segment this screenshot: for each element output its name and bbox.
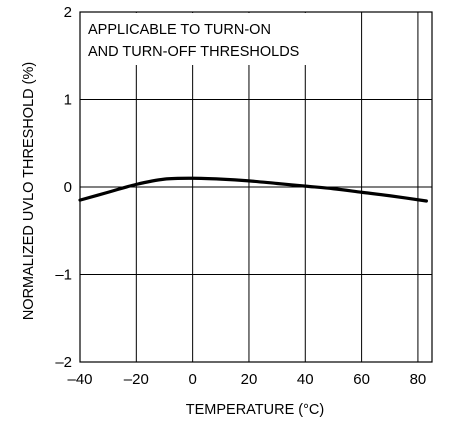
y-tick-labels: –2 –1 0 1 2 [55, 4, 72, 371]
y-tick-label: 1 [64, 92, 72, 109]
annotation-line-1: APPLICABLE TO TURN-ON [88, 22, 271, 38]
grid [80, 12, 432, 362]
y-tick-label: –1 [55, 267, 72, 284]
y-tick-label: 2 [64, 4, 72, 21]
x-tick-labels: –40 –20 0 20 40 60 80 [67, 371, 426, 388]
x-tick-label: –40 [67, 371, 92, 388]
y-tick-label: 0 [64, 179, 72, 196]
x-tick-label: 20 [241, 371, 258, 388]
series-layer [78, 176, 428, 203]
annotation-line-2: AND TURN-OFF THRESHOLDS [88, 44, 299, 60]
x-tick-label: –20 [124, 371, 149, 388]
x-axis-title: TEMPERATURE (°C) [186, 402, 324, 418]
x-tick-label: 0 [188, 371, 196, 388]
series-line [78, 176, 428, 203]
x-tick-label: 60 [353, 371, 370, 388]
y-axis-title: NORMALIZED UVLO THRESHOLD (%) [21, 62, 37, 320]
x-tick-label: 80 [410, 371, 427, 388]
y-tick-label: –2 [55, 354, 72, 371]
plot-frame [79, 11, 433, 363]
x-tick-label: 40 [297, 371, 314, 388]
annotation-background [81, 13, 323, 65]
